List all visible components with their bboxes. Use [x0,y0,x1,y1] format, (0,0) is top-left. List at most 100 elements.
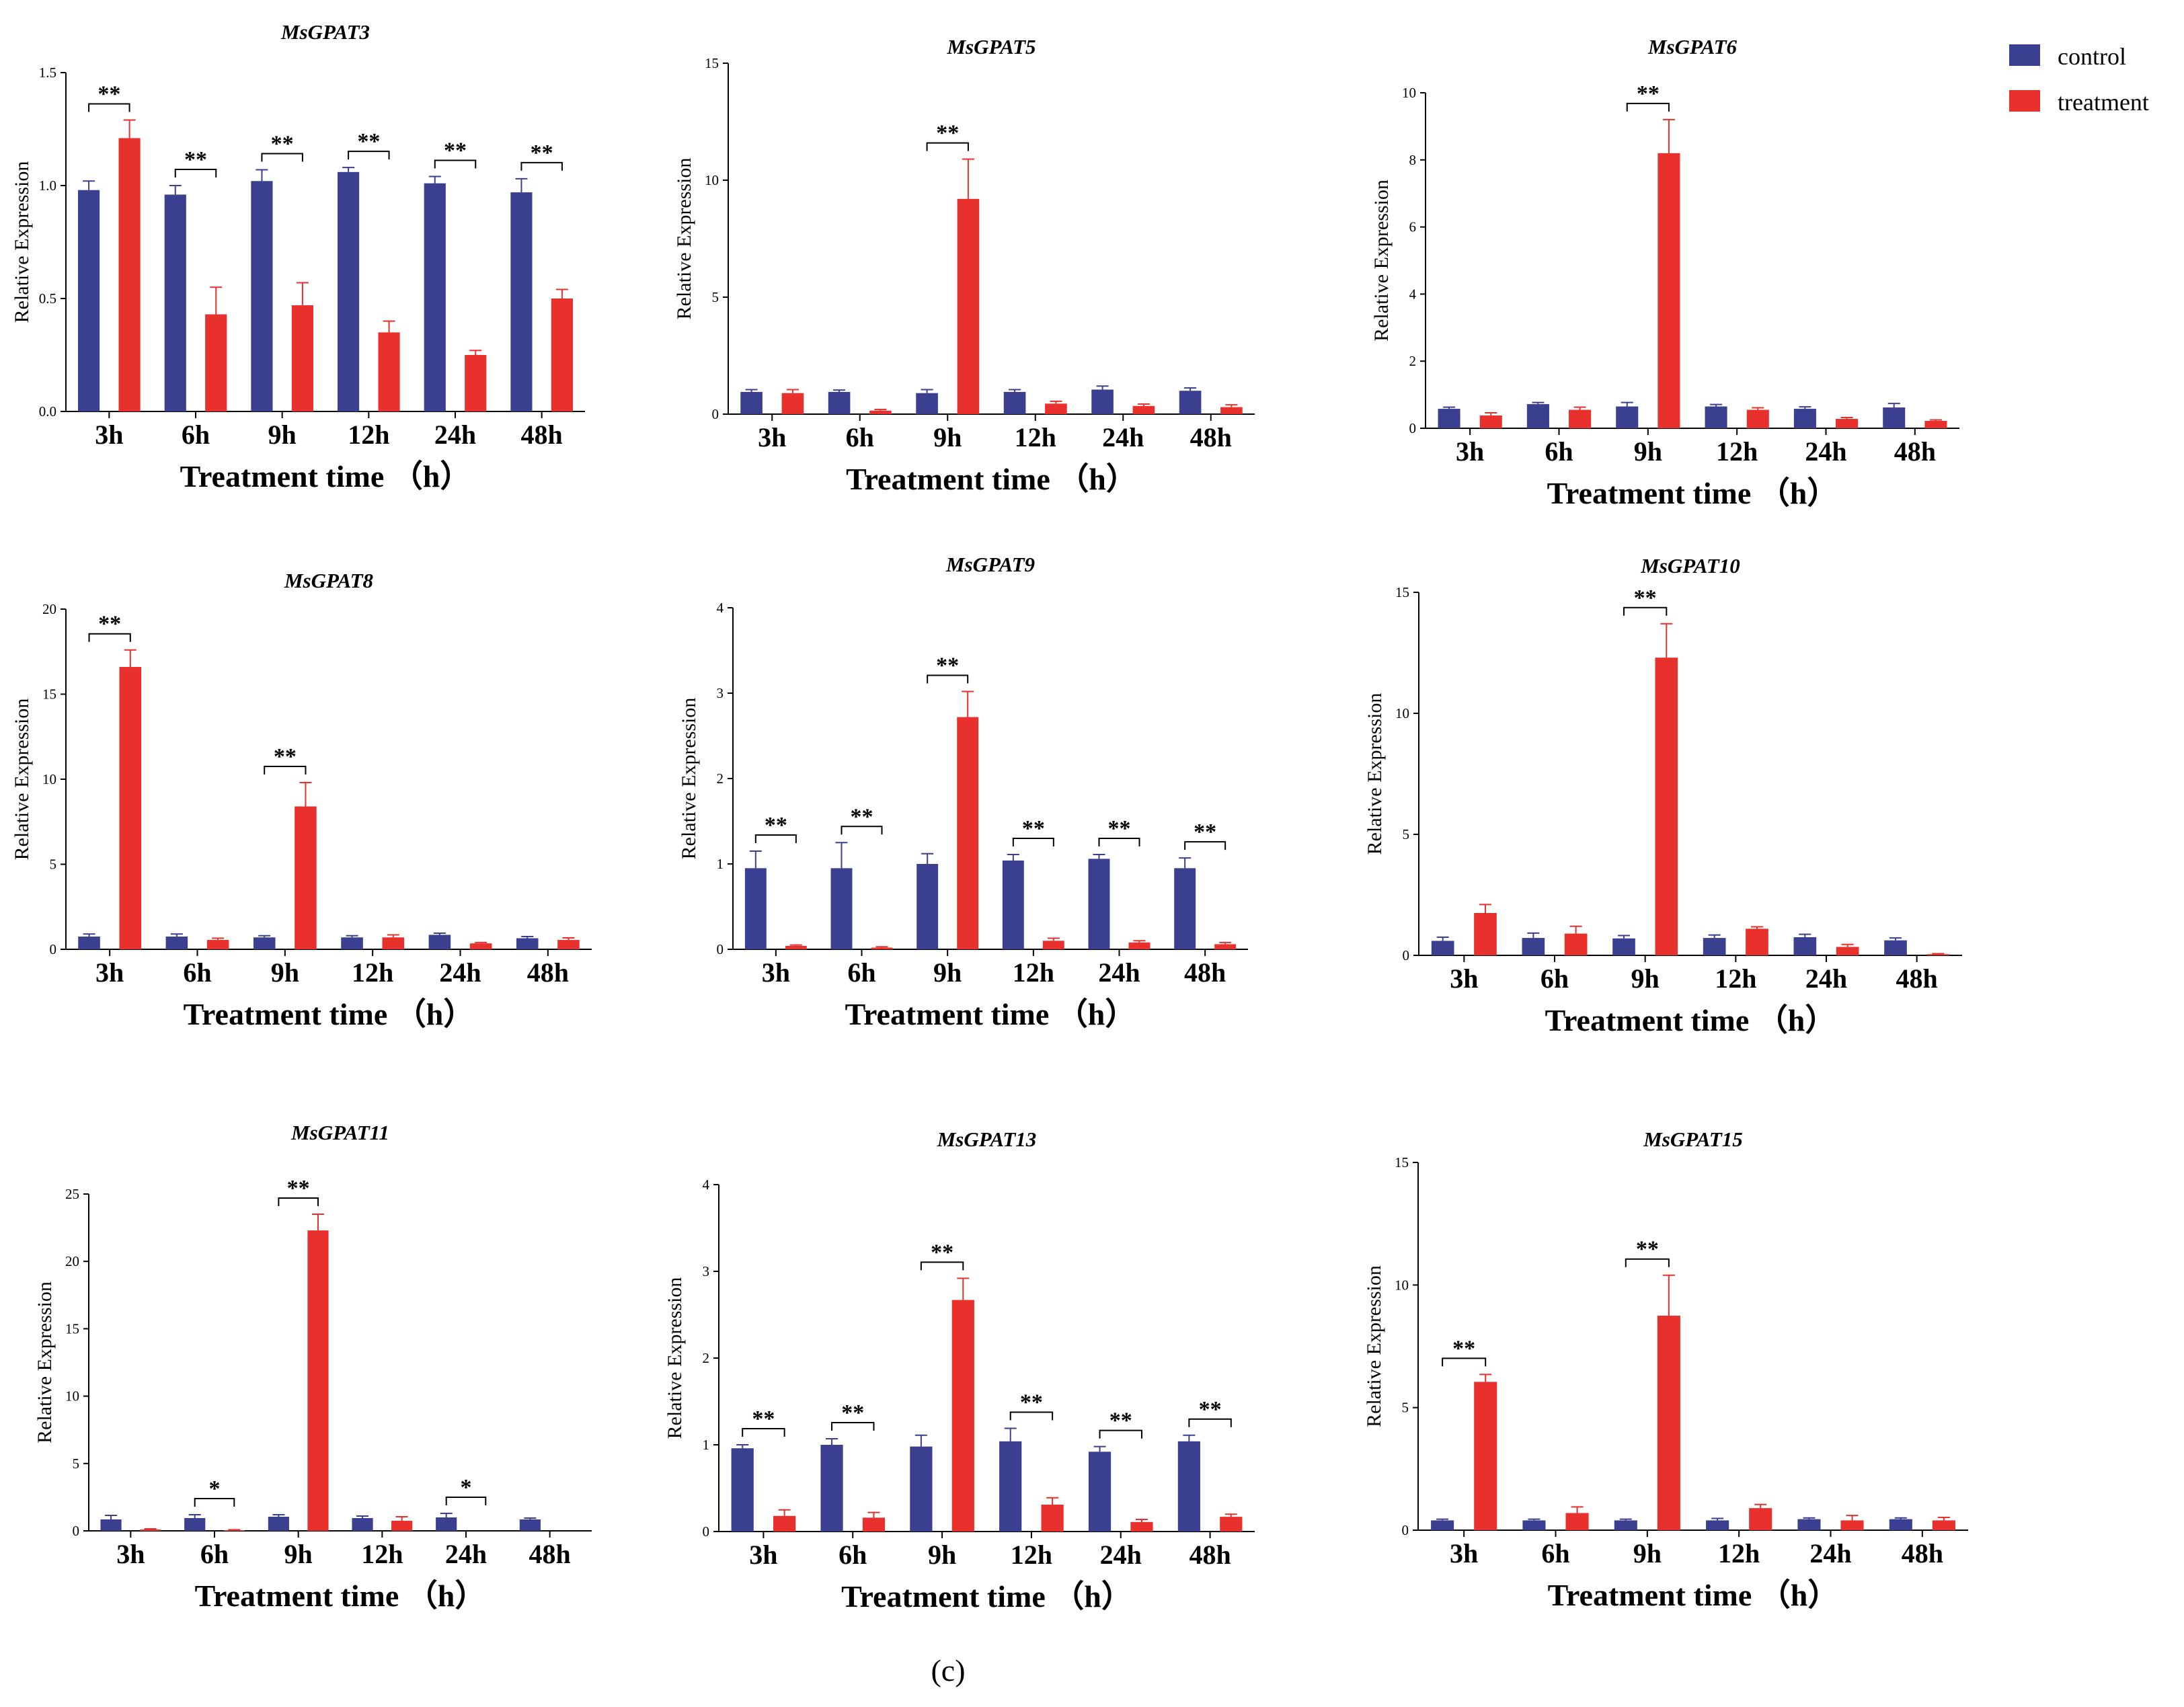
significance-bracket [520,161,563,171]
y-tick-label: 0 [1402,1522,1409,1538]
x-tick-label: 12h [1013,957,1054,988]
x-tick-label: 6h [838,1540,867,1570]
x-tick-label: 3h [749,1540,777,1570]
bar-treatment [781,393,804,414]
y-axis-label: Relative Expression [664,1277,686,1439]
significance-bracket [1009,1411,1054,1421]
x-tick-label: 12h [1716,436,1758,467]
bar-control [828,391,851,414]
bar-treatment [1749,1508,1772,1530]
significance-bracket [348,151,390,160]
bar-treatment [1658,153,1680,428]
bar-control [740,391,763,414]
significance-bracket [194,1497,235,1507]
legend-swatch-treatment [2009,90,2040,112]
x-axis-label: Treatment time （h） [180,459,471,493]
bar-control [999,1441,1022,1532]
y-tick-label: 15 [42,686,56,703]
significance-label: ** [1022,816,1045,841]
chart-title: MsGPAT6 [1647,35,1738,58]
y-tick-label: 5 [712,289,719,305]
bar-control [341,937,363,949]
y-tick-label: 15 [1395,584,1409,600]
significance-label: ** [287,1176,310,1201]
bar-treatment [206,940,229,949]
bar-treatment [391,1520,413,1531]
bar-treatment [140,1529,161,1531]
bar-treatment [869,410,892,414]
x-tick-label: 9h [933,957,962,988]
y-tick-label: 0.5 [39,290,56,307]
bar-treatment [557,940,580,949]
significance-bracket [841,826,883,835]
x-tick-label: 6h [1545,436,1573,467]
significance-label: * [209,1476,221,1501]
bar-treatment [1924,421,1947,428]
y-tick-label: 5 [73,1456,80,1472]
y-tick-label: 5 [1403,826,1410,842]
bar-control [744,868,767,949]
chart-title: MsGPAT15 [1643,1127,1743,1151]
chart-panel: MsGPAT3 0.0 0.5 1.0 1.5 Relative Expression Tr… [11,20,585,493]
significance-bracket [1442,1357,1487,1367]
bar-control [1612,938,1635,955]
significance-bracket [1188,1418,1232,1427]
x-tick-label: 48h [529,1539,571,1569]
chart-panel: MsGPAT11 0 5 10 15 20 25 Relative Expression Tre… [34,1121,592,1613]
bar-control [1526,404,1549,428]
x-tick-label: 6h [1540,963,1569,994]
y-tick-label: 8 [1409,152,1417,168]
bar-control [1431,941,1454,955]
y-tick-label: 10 [42,771,56,787]
bar-control [1889,1519,1912,1530]
y-tick-label: 15 [705,55,719,71]
chart-panel: MsGPAT5 0 5 10 15 Relative Expression Treatmen… [673,35,1255,496]
y-tick-label: 10 [1395,705,1409,721]
bar-control [731,1448,754,1532]
bar-control [1616,406,1639,428]
bar-treatment [862,1517,886,1532]
y-tick-label: 4 [717,600,724,616]
significance-label: ** [357,129,380,154]
bar-control [1797,1519,1821,1530]
bar-treatment [1569,409,1592,428]
x-tick-label: 6h [182,420,210,450]
y-tick-label: 20 [42,601,56,617]
bar-treatment [871,947,893,949]
chart-title: MsGPAT13 [937,1127,1037,1151]
x-tick-label: 12h [361,1539,403,1569]
y-tick-label: 15 [65,1320,79,1337]
x-tick-label: 24h [1805,963,1847,994]
chart-title: MsGPAT9 [945,553,1035,576]
bar-treatment [1128,942,1150,949]
bar-treatment [957,717,979,949]
significance-bracket [927,674,969,684]
significance-bracket [1099,1429,1142,1439]
y-tick-label: 10 [705,172,719,188]
significance-label: ** [444,138,467,163]
bar-treatment [1565,1513,1589,1530]
x-tick-label: 48h [521,420,563,450]
significance-label: ** [765,813,787,838]
x-tick-label: 24h [434,420,476,450]
y-tick-label: 0 [717,941,724,957]
y-tick-label: 0 [73,1523,80,1539]
y-tick-label: 1 [717,856,724,872]
x-tick-label: 3h [116,1539,145,1569]
x-tick-label: 3h [758,422,786,452]
bar-treatment [307,1230,329,1531]
bar-control [1522,1520,1546,1530]
bar-control [78,190,100,411]
y-tick-label: 25 [65,1186,79,1202]
bar-treatment [295,806,317,949]
significance-label: ** [274,744,297,769]
bar-treatment [469,943,492,949]
x-tick-label: 9h [1633,1538,1662,1569]
chart-title: MsGPAT8 [284,569,374,592]
significance-bracket [434,159,477,169]
bar-treatment [378,332,400,411]
figure-label: (c) [931,1653,965,1688]
x-tick-label: 48h [1902,1538,1943,1569]
y-tick-label: 0 [1403,947,1410,963]
